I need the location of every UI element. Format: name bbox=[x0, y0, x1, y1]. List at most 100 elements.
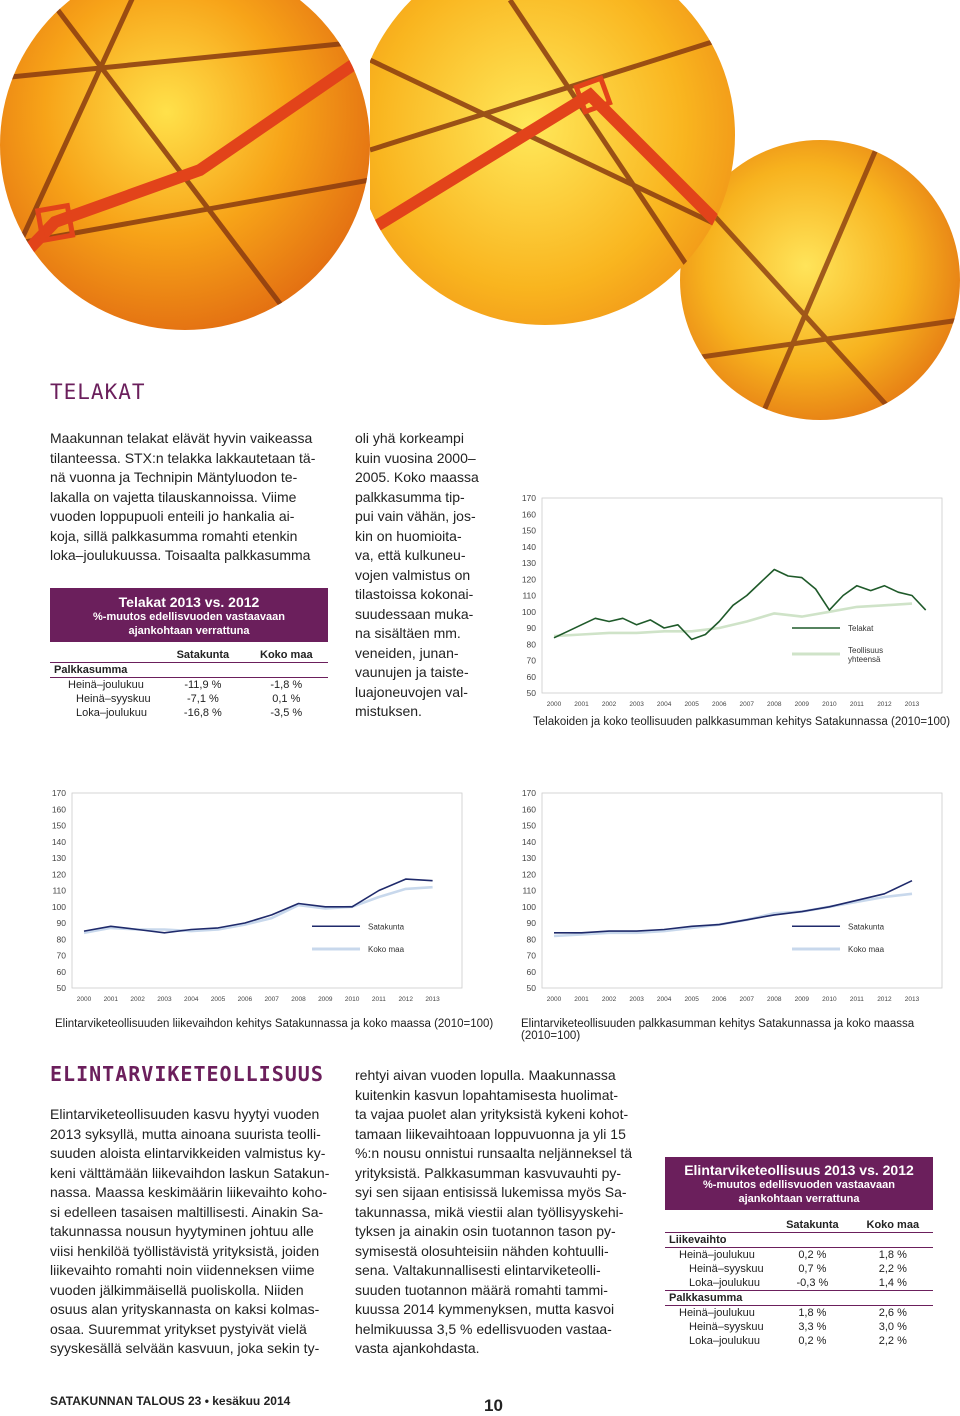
y-tick-label: 150 bbox=[522, 821, 536, 831]
y-tick-label: 80 bbox=[527, 639, 537, 649]
y-tick-label: 70 bbox=[57, 951, 67, 961]
x-tick-label: 2000 bbox=[547, 701, 562, 708]
plot-area bbox=[541, 497, 943, 694]
x-tick-label: 2003 bbox=[629, 996, 644, 1003]
telakat-table-subtitle: %-muutos edellisvuoden vastaavaan ajanko… bbox=[93, 611, 285, 637]
value-koko-maa: 1,8 % bbox=[878, 1249, 907, 1261]
chart-caption: Elintarviketeollisuuden palkkasumman keh… bbox=[521, 1018, 915, 1042]
legend-label: Satakunta bbox=[368, 922, 405, 931]
chart-elintarvike-palkkasumma: 170 160 150 140 130 120 110 100 90 80 70 60 50 2000 20… bbox=[522, 788, 943, 1003]
series-line-primary bbox=[553, 568, 927, 641]
value-satakunta: 3,3 % bbox=[798, 1321, 827, 1333]
y-tick-label: 100 bbox=[522, 607, 536, 617]
y-tick-label: 90 bbox=[527, 623, 537, 633]
y-tick-label: 50 bbox=[527, 688, 537, 698]
group-label: Liikevaihto bbox=[665, 1232, 933, 1248]
x-tick-label: 2007 bbox=[264, 996, 279, 1003]
x-tick-label: 2010 bbox=[822, 701, 837, 708]
x-tick-label: 2010 bbox=[345, 996, 360, 1003]
large-graph-circle bbox=[0, 0, 370, 330]
x-tick-label: 2009 bbox=[795, 701, 810, 708]
x-tick-label: 2001 bbox=[574, 996, 589, 1003]
x-tick-label: 2006 bbox=[712, 996, 727, 1003]
x-tick-label: 2013 bbox=[905, 701, 920, 708]
group-label: Palkkasumma bbox=[665, 1290, 933, 1306]
footer-publication: SATAKUNNAN TALOUS 23 • kesäkuu 2014 bbox=[50, 1394, 290, 1408]
telakat-text-col2: oli yhä korkeampi kuin vuosina 2000– 200… bbox=[355, 430, 479, 719]
telakat-text-col1: Maakunnan telakat elävät hyvin vaikeassa… bbox=[50, 430, 316, 563]
legend-label: Satakunta bbox=[848, 922, 885, 931]
y-tick-label: 130 bbox=[522, 853, 536, 863]
page-number: 10 bbox=[484, 1396, 503, 1415]
x-tick-label: 2013 bbox=[425, 996, 440, 1003]
y-tick-label: 120 bbox=[52, 869, 66, 879]
x-tick-label: 2009 bbox=[795, 996, 810, 1003]
value-satakunta: -16,8 % bbox=[183, 707, 222, 719]
y-tick-label: 170 bbox=[522, 788, 536, 798]
legend-label: Teollisuus bbox=[848, 646, 883, 655]
x-tick-label: 2002 bbox=[602, 701, 617, 708]
y-tick-label: 170 bbox=[52, 788, 66, 798]
footer-date: kesäkuu 2014 bbox=[212, 1394, 291, 1408]
x-tick-label: 2008 bbox=[767, 996, 782, 1003]
row-label: Loka–joulukuu bbox=[665, 1276, 773, 1291]
x-tick-label: 2013 bbox=[905, 996, 920, 1003]
section-heading-telakat: TELAKAT bbox=[50, 380, 146, 404]
x-tick-label: 2008 bbox=[291, 996, 306, 1003]
value-koko-maa: 2,2 % bbox=[878, 1335, 907, 1347]
y-tick-label: 100 bbox=[52, 902, 66, 912]
x-tick-label: 2011 bbox=[372, 996, 386, 1003]
value-koko-maa: 2,2 % bbox=[878, 1263, 907, 1275]
row-label: Heinä–syyskuu bbox=[689, 1321, 764, 1333]
value-koko-maa: 3,0 % bbox=[878, 1321, 907, 1333]
x-tick-label: 2000 bbox=[547, 996, 562, 1003]
value-satakunta: 0,2 % bbox=[798, 1249, 827, 1261]
x-tick-label: 2000 bbox=[77, 996, 92, 1003]
row-label: Heinä–joulukuu bbox=[68, 679, 144, 691]
row-label: Loka–joulukuu bbox=[689, 1335, 760, 1347]
footer-bullet: • bbox=[204, 1394, 209, 1408]
telakat-table-title: Telakat 2013 vs. 2012 bbox=[118, 594, 260, 610]
y-tick-label: 130 bbox=[522, 558, 536, 568]
x-tick-label: 2004 bbox=[657, 996, 672, 1003]
legend-label: Koko maa bbox=[368, 945, 405, 954]
x-tick-label: 2010 bbox=[822, 996, 837, 1003]
y-tick-label: 160 bbox=[522, 509, 536, 519]
chart-caption: Telakoiden ja koko teollisuuden palkkasu… bbox=[533, 716, 951, 728]
y-tick-label: 160 bbox=[52, 804, 66, 814]
value-koko-maa: 2,6 % bbox=[878, 1307, 907, 1319]
value-satakunta: 0,2 % bbox=[798, 1335, 827, 1347]
row-label: Heinä–syyskuu bbox=[76, 693, 151, 705]
x-tick-label: 2012 bbox=[877, 701, 892, 708]
x-tick-label: 2012 bbox=[399, 996, 414, 1003]
legend-label: Koko maa bbox=[848, 945, 885, 954]
chart-telakat-palkkasumma: 170 160 150 140 130 120 110 100 90 80 70 60 50 2000 20… bbox=[522, 493, 943, 708]
col-header-koko-maa: Koko maa bbox=[852, 1218, 933, 1233]
center-graph-circle bbox=[370, 0, 735, 325]
series-line-secondary bbox=[553, 602, 913, 638]
elintarvike-table-title: Elintarviketeollisuus 2013 vs. 2012 bbox=[684, 1162, 914, 1178]
col-header-satakunta: Satakunta bbox=[161, 648, 245, 663]
chart-elintarvike-liikevaihto: 170 160 150 140 130 120 110 100 90 80 70 60 50 2000 20… bbox=[52, 788, 463, 1003]
x-tick-label: 2008 bbox=[767, 701, 782, 708]
x-tick-label: 2001 bbox=[104, 996, 119, 1003]
small-graph-circle bbox=[680, 140, 960, 420]
y-tick-label: 160 bbox=[522, 804, 536, 814]
y-tick-label: 90 bbox=[57, 918, 67, 928]
x-tick-label: 2003 bbox=[157, 996, 172, 1003]
x-tick-label: 2005 bbox=[684, 701, 699, 708]
y-tick-label: 70 bbox=[527, 656, 537, 666]
y-tick-label: 140 bbox=[522, 837, 536, 847]
col-header-satakunta: Satakunta bbox=[772, 1218, 853, 1233]
series-line-primary bbox=[554, 879, 913, 934]
value-koko-maa: -1,8 % bbox=[270, 679, 303, 691]
series-line-primary bbox=[83, 878, 433, 934]
y-tick-label: 110 bbox=[522, 591, 536, 601]
x-tick-label: 2003 bbox=[629, 701, 644, 708]
y-tick-label: 80 bbox=[57, 934, 67, 944]
footer-publication-name: SATAKUNNAN TALOUS 23 bbox=[50, 1394, 202, 1408]
row-label: Heinä–joulukuu bbox=[679, 1307, 755, 1319]
x-tick-label: 2002 bbox=[130, 996, 145, 1003]
y-tick-label: 70 bbox=[527, 951, 537, 961]
value-satakunta: 1,8 % bbox=[798, 1307, 827, 1319]
